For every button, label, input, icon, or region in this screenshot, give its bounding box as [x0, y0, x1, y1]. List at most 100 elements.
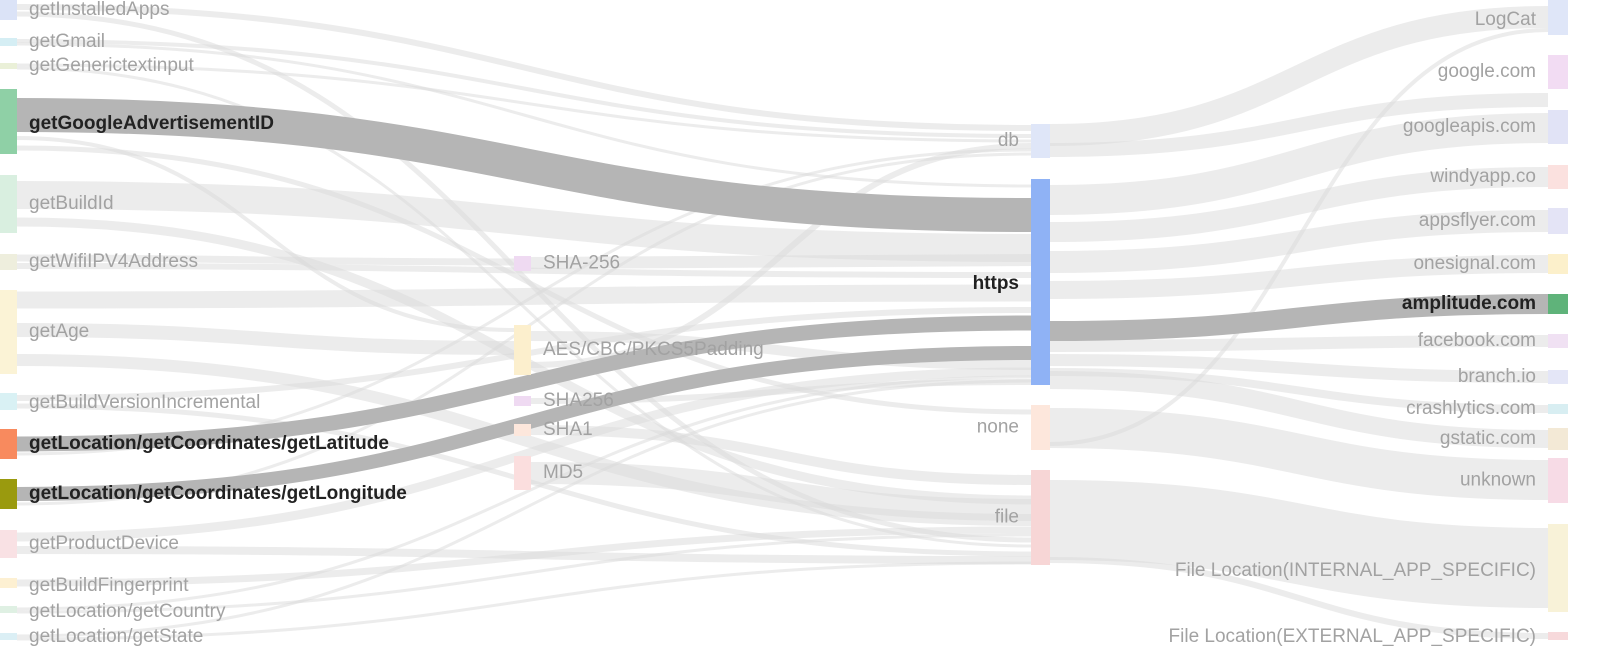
flow-https-to-crashlytics.com[interactable]	[1049, 368, 1549, 413]
node-gstatic.com[interactable]	[1548, 428, 1568, 450]
flow-getGoogleAdvertisementID-to-AES[interactable]	[16, 136, 515, 332]
node-label-getLongitude: getLocation/getCoordinates/getLongitude	[29, 483, 407, 504]
flow-SHA1-to-file[interactable]	[530, 425, 1032, 485]
flow-getLongitude-to-https[interactable]	[16, 346, 1032, 501]
flow-getWifiIPV4Address-to-SHA-256[interactable]	[16, 254, 515, 266]
flow-https-to-facebook.com[interactable]	[1049, 335, 1549, 352]
flow-getAge-to-file[interactable]	[16, 354, 1032, 526]
flow-https-to-googleapis.com[interactable]	[1049, 113, 1549, 215]
flow-getGoogleAdvertisementID-to-https[interactable]	[16, 98, 1032, 232]
node-SHA-256[interactable]	[514, 256, 531, 271]
background-flows	[16, 4, 1549, 641]
node-label-getAge: getAge	[29, 321, 89, 342]
nodes	[0, 0, 1568, 640]
node-label-AES: AES/CBC/PKCS5Padding	[543, 339, 764, 360]
node-label-appsflyer.com: appsflyer.com	[1419, 210, 1536, 231]
node-getGmail[interactable]	[0, 38, 17, 46]
node-label-internal: File Location(INTERNAL_APP_SPECIFIC)	[1175, 560, 1536, 581]
node-getBuildFingerprint[interactable]	[0, 578, 17, 588]
flow-getLatitude-to-https[interactable]	[16, 315, 1032, 452]
node-label-MD5: MD5	[543, 462, 583, 483]
node-getGoogleAdvertisementID[interactable]	[0, 89, 17, 154]
flow-https-to-gstatic.com[interactable]	[1049, 371, 1549, 448]
node-label-db: db	[998, 130, 1019, 151]
node-getState[interactable]	[0, 633, 17, 640]
node-getWifiIPV4Address[interactable]	[0, 254, 17, 270]
flow-getBuildId-to-https[interactable]	[16, 181, 1032, 262]
flow-getAge-to-https[interactable]	[16, 284, 1032, 309]
flow-getInstalledApps-to-db[interactable]	[16, 4, 1032, 131]
node-getLongitude[interactable]	[0, 479, 17, 509]
node-amplitude.com[interactable]	[1548, 294, 1568, 314]
node-file[interactable]	[1031, 470, 1050, 565]
flow-db-to-LogCat[interactable]	[1049, 6, 1549, 146]
node-external[interactable]	[1548, 632, 1568, 640]
node-getCountry[interactable]	[0, 606, 17, 613]
node-windyapp.co[interactable]	[1548, 165, 1568, 189]
node-internal[interactable]	[1548, 524, 1568, 612]
node-label-windyapp.co: windyapp.co	[1429, 166, 1536, 187]
flow-none-to-unknown[interactable]	[1049, 408, 1549, 500]
node-SHA256[interactable]	[514, 396, 531, 406]
node-label-getInstalledApps: getInstalledApps	[29, 0, 170, 20]
node-label-none: none	[977, 417, 1019, 438]
node-getProductDevice[interactable]	[0, 530, 17, 558]
flow-db-to-google.com[interactable]	[1049, 93, 1549, 157]
flow-file-to-external[interactable]	[1049, 557, 1549, 639]
node-label-getGenerictextinput: getGenerictextinput	[29, 55, 194, 76]
node-onesignal.com[interactable]	[1548, 254, 1568, 274]
flow-https-to-amplitude.com[interactable]	[1049, 294, 1549, 341]
node-label-SHA1: SHA1	[543, 419, 593, 440]
node-appsflyer.com[interactable]	[1548, 208, 1568, 234]
node-getBuildVersionIncremental[interactable]	[0, 393, 17, 410]
flow-https-to-branch.io[interactable]	[1049, 354, 1549, 383]
node-label-googleapis.com: googleapis.com	[1403, 116, 1536, 137]
flow-AES-to-db[interactable]	[530, 143, 1032, 368]
node-facebook.com[interactable]	[1548, 334, 1568, 348]
flow-getCountry-to-https[interactable]	[16, 375, 1032, 611]
flow-getState-to-https[interactable]	[16, 379, 1032, 638]
node-label-getGmail: getGmail	[29, 31, 105, 52]
node-unknown[interactable]	[1548, 458, 1568, 503]
node-LogCat[interactable]	[1548, 0, 1568, 35]
flow-getProductDevice-to-https[interactable]	[16, 367, 1032, 542]
flow-none-to-LogCat[interactable]	[1049, 28, 1549, 446]
node-label-SHA256: SHA256	[543, 390, 614, 411]
flow-getGmail-to-https[interactable]	[16, 42, 1032, 188]
node-label-gstatic.com: gstatic.com	[1440, 428, 1536, 449]
flow-https-to-appsflyer.com[interactable]	[1049, 210, 1549, 273]
flow-getBuildFingerprint-to-file[interactable]	[16, 526, 1032, 587]
flow-SHA-256-to-https[interactable]	[530, 254, 1032, 269]
flow-https-to-onesignal.com[interactable]	[1049, 255, 1549, 299]
flow-AES-to-https[interactable]	[530, 331, 1032, 370]
highlighted-flows	[16, 98, 1549, 501]
flow-getCountry-to-file[interactable]	[16, 533, 1032, 614]
flow-getAge-to-AES[interactable]	[16, 323, 515, 355]
flow-getGenerictextinput-to-file[interactable]	[16, 66, 1032, 548]
node-getGenerictextinput[interactable]	[0, 63, 17, 69]
flow-getGenerictextinput-to-db[interactable]	[16, 63, 1032, 143]
flow-https-to-windyapp.co[interactable]	[1049, 167, 1549, 242]
node-db[interactable]	[1031, 124, 1050, 158]
node-getBuildId[interactable]	[0, 175, 17, 233]
flow-file-to-internal[interactable]	[1049, 480, 1549, 608]
node-label-google.com: google.com	[1438, 61, 1536, 82]
node-getInstalledApps[interactable]	[0, 0, 17, 20]
node-getAge[interactable]	[0, 290, 17, 374]
node-SHA1[interactable]	[514, 424, 531, 436]
node-getLatitude[interactable]	[0, 429, 17, 459]
node-crashlytics.com[interactable]	[1548, 404, 1568, 414]
node-MD5[interactable]	[514, 456, 531, 490]
node-branch.io[interactable]	[1548, 370, 1568, 384]
flow-getGmail-to-db[interactable]	[16, 39, 1032, 138]
flow-MD5-to-file[interactable]	[530, 462, 1032, 521]
node-none[interactable]	[1031, 405, 1050, 450]
node-googleapis.com[interactable]	[1548, 110, 1568, 144]
node-https[interactable]	[1031, 179, 1050, 385]
flow-getState-to-file[interactable]	[16, 561, 1032, 641]
node-AES[interactable]	[514, 325, 531, 375]
node-label-getLatitude: getLocation/getCoordinates/getLatitude	[29, 433, 389, 454]
node-label-branch.io: branch.io	[1458, 366, 1536, 387]
node-google.com[interactable]	[1548, 55, 1568, 89]
